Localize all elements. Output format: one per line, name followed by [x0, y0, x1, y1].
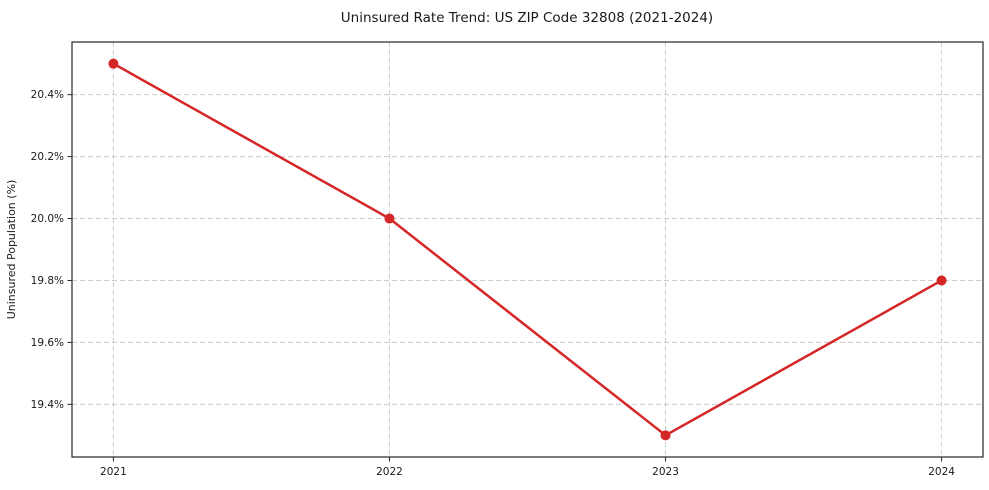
grid-layer	[72, 42, 983, 457]
y-tick-label: 19.6%	[31, 337, 64, 349]
plot-border	[71, 41, 984, 458]
x-tick-label: 2021	[100, 466, 127, 478]
data-point-marker	[384, 213, 395, 224]
chart-title: Uninsured Rate Trend: US ZIP Code 32808 …	[341, 10, 713, 26]
y-tick-label: 19.4%	[31, 399, 64, 411]
data-series-layer	[108, 58, 947, 441]
axis-layer: 19.4% 19.6% 19.8% 20.0% 20.2% 20.4% 2021 2022 20…	[31, 41, 984, 478]
x-tick-label: 2022	[376, 466, 403, 478]
data-point-marker	[660, 430, 671, 441]
y-tick-label: 20.4%	[31, 89, 64, 101]
y-axis-label: Uninsured Population (%)	[5, 180, 18, 320]
data-point-marker	[936, 275, 947, 286]
y-tick-label: 19.8%	[31, 275, 64, 287]
y-tick-label: 20.2%	[31, 151, 64, 163]
data-point-marker	[108, 58, 119, 69]
x-tick-label: 2023	[652, 466, 679, 478]
y-tick-label: 20.0%	[31, 213, 64, 225]
trend-line	[112, 62, 943, 437]
x-tick-label: 2024	[928, 466, 955, 478]
